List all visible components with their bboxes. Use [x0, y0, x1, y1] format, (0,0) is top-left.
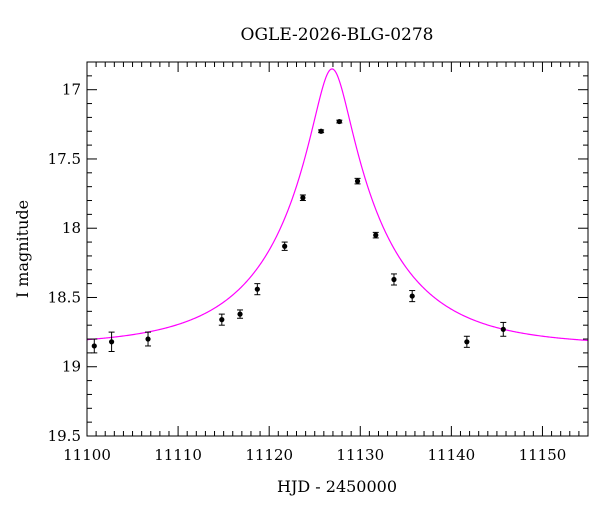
y-tick-label: 18	[62, 219, 81, 237]
data-point	[108, 331, 115, 353]
data-point-marker	[254, 286, 260, 292]
data-point	[463, 335, 470, 348]
data-point-marker	[409, 293, 415, 299]
data-point	[500, 321, 507, 337]
data-point-marker	[373, 232, 379, 238]
model-curve	[86, 68, 589, 342]
data-point-marker	[145, 336, 151, 342]
data-point-marker	[91, 343, 97, 349]
y-tick-label: 19	[62, 358, 81, 376]
chart-title: OGLE-2026-BLG-0278	[241, 25, 434, 45]
x-tick-label: 11120	[245, 446, 293, 464]
data-point-marker	[500, 326, 506, 332]
data-point-marker	[219, 317, 225, 323]
x-tick-label: 11140	[428, 446, 476, 464]
y-tick-label: 17	[62, 81, 81, 99]
y-tick-label: 17.5	[48, 150, 81, 168]
data-point-marker	[282, 243, 288, 249]
model-curve-layer	[86, 68, 589, 342]
data-point-marker	[336, 118, 342, 125]
data-points-layer	[91, 118, 507, 354]
data-point	[390, 273, 397, 286]
data-point-marker	[237, 311, 243, 317]
data-point	[254, 283, 261, 296]
x-tick-label: 11110	[154, 446, 202, 464]
data-point	[145, 331, 152, 347]
y-tick-label: 18.5	[48, 288, 81, 306]
data-point	[372, 231, 379, 239]
plot-frame	[86, 61, 589, 437]
x-tick-label: 11150	[519, 446, 567, 464]
data-point-marker	[318, 128, 324, 134]
data-point	[336, 118, 343, 125]
data-point-marker	[464, 339, 470, 345]
y-axis-label: I magnitude	[13, 200, 32, 298]
data-point	[237, 309, 244, 319]
data-point-marker	[300, 195, 306, 201]
data-point	[218, 313, 225, 326]
data-point-marker	[354, 178, 361, 184]
x-tick-label: 11130	[336, 446, 384, 464]
data-point	[91, 338, 98, 354]
axis-ticks: 11100 11110 11120 11130 11140 11150 17 17.5 18 18…	[48, 61, 589, 464]
data-point	[409, 290, 416, 303]
y-tick-label: 19.5	[48, 427, 81, 445]
x-tick-label: 11100	[63, 446, 111, 464]
data-point	[318, 128, 325, 134]
data-point-marker	[391, 276, 397, 283]
data-point	[281, 241, 288, 251]
x-axis-label: HJD - 2450000	[277, 477, 397, 496]
data-point	[354, 177, 361, 185]
data-point-marker	[108, 339, 115, 345]
data-point	[299, 194, 306, 202]
